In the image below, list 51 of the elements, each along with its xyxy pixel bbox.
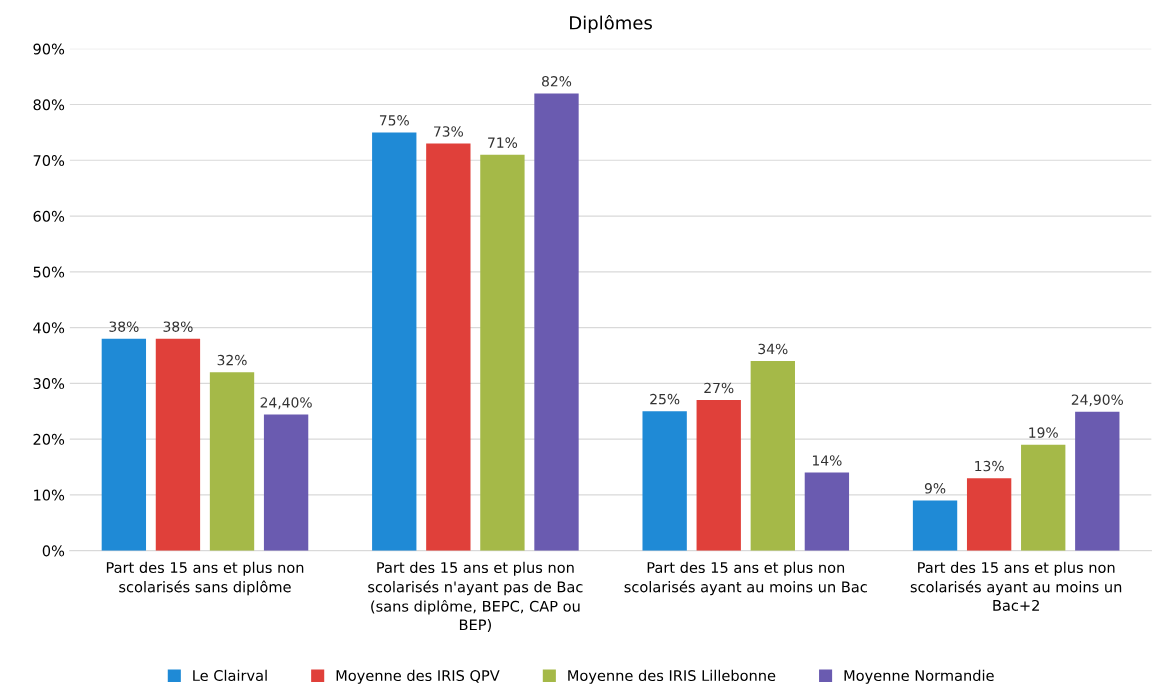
x-tick-label: Part des 15 ans et plus non scolarisés sans diplôme — [106, 561, 304, 596]
legend-label: Moyenne Normandie — [844, 669, 994, 684]
legend-label: Le Clairval — [193, 669, 267, 682]
data-label: 73% — [434, 126, 464, 137]
bar — [1021, 444, 1066, 551]
data-label: 14% — [812, 455, 842, 466]
data-label: 24,90% — [1071, 394, 1123, 407]
y-tick-label: 90% — [33, 43, 65, 55]
y-tick-label: 30% — [33, 378, 65, 390]
legend-label: Moyenne des IRIS QPV — [336, 669, 500, 684]
data-label: 25% — [650, 393, 680, 405]
bar — [750, 361, 795, 551]
y-tick-label: 80% — [33, 99, 65, 111]
x-tick-label: Part des 15 ans et plus non scolarisés ayant au moins un Bac — [624, 561, 867, 596]
data-label: 75% — [379, 115, 409, 126]
bar — [534, 93, 579, 551]
bar — [696, 400, 741, 551]
data-label: 32% — [217, 354, 247, 366]
y-tick-label: 0% — [42, 545, 65, 557]
x-tick-label: Part des 15 ans et plus non scolarisés ayant au moins un Bac+2 — [910, 561, 1122, 611]
bar — [209, 372, 255, 551]
y-tick-label: 20% — [33, 433, 65, 445]
bar — [372, 132, 417, 551]
bar — [426, 143, 471, 551]
legend-label: Moyenne des IRIS Lillebonne — [568, 669, 776, 684]
data-label: 24,40% — [260, 397, 312, 410]
bar — [480, 154, 525, 551]
data-label: 27% — [704, 382, 734, 394]
bar — [101, 338, 147, 551]
bar — [912, 500, 958, 551]
bar — [966, 478, 1012, 551]
data-label: 71% — [488, 137, 518, 148]
bar — [804, 472, 850, 551]
x-tick-label: Part des 15 ans et plus non scolarisés n'ayant pas de Bac (sans diplôme, BEPC, CAP ou BEP) — [368, 561, 583, 633]
y-tick-label: 70% — [33, 155, 65, 167]
bar — [155, 338, 201, 551]
data-label: 19% — [1029, 427, 1058, 438]
y-tick-label: 50% — [33, 266, 65, 278]
y-tick-label: 10% — [34, 489, 65, 501]
bar — [1075, 411, 1120, 551]
data-label: 34% — [758, 343, 788, 355]
data-label: 13% — [975, 460, 1004, 472]
data-label: 82% — [542, 76, 572, 87]
data-label: 9% — [924, 483, 946, 494]
bar — [263, 414, 309, 551]
y-tick-label: 40% — [33, 322, 65, 334]
y-tick-label: 60% — [33, 210, 65, 222]
bar — [642, 411, 687, 551]
data-label: 38% — [109, 321, 139, 332]
chart-title: Diplômes — [570, 14, 652, 34]
data-label: 38% — [163, 321, 193, 332]
